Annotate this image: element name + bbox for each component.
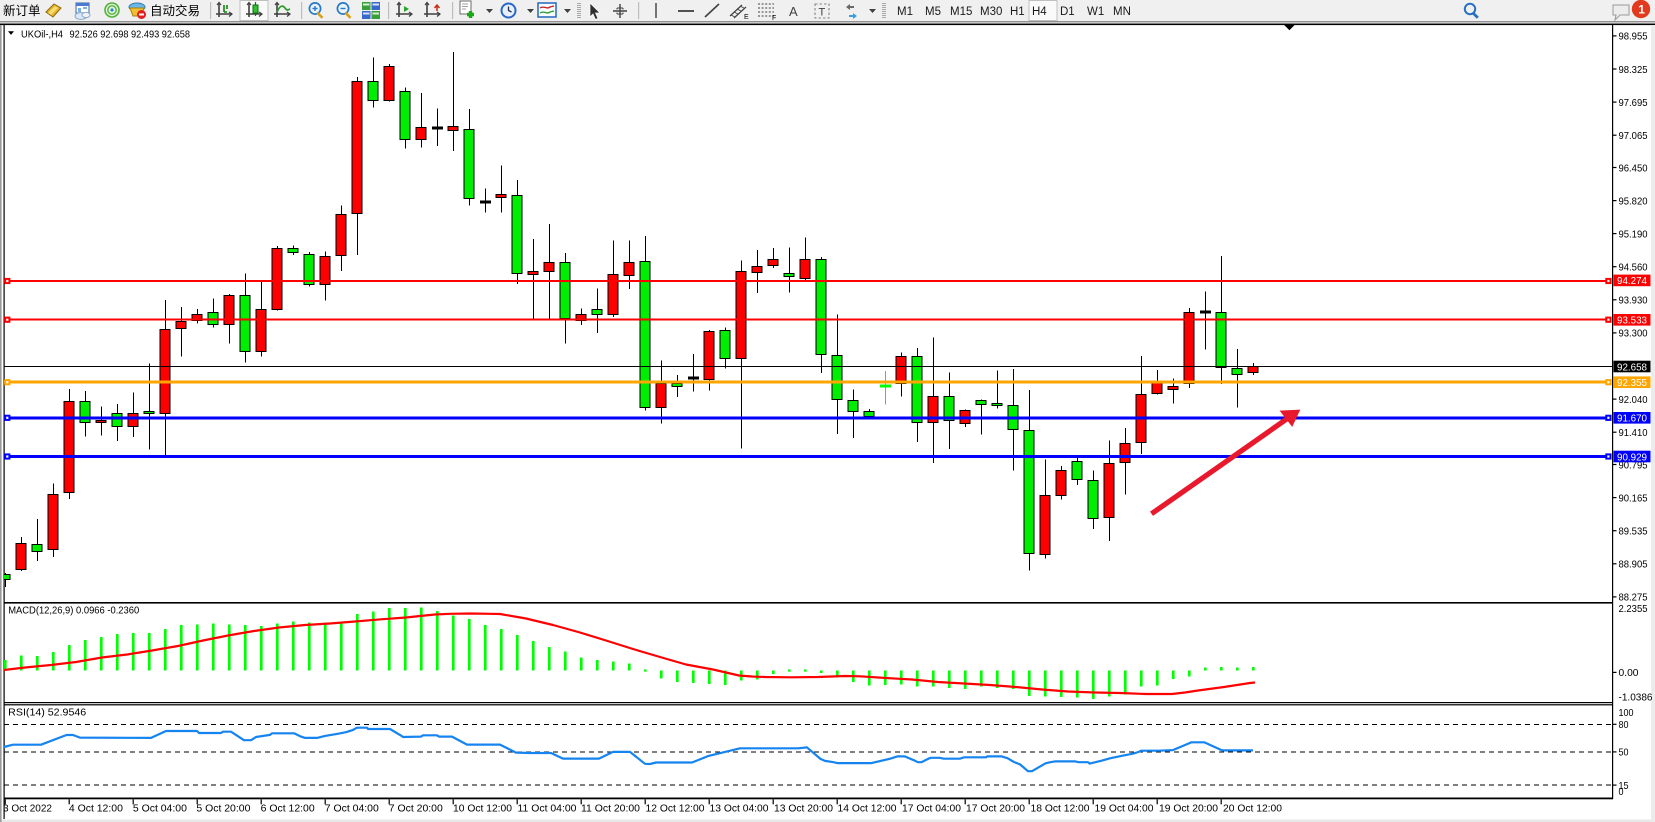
svg-text:-1.0386: -1.0386 xyxy=(1619,693,1653,704)
svg-text:MACD(12,26,9) 0.0966 -0.2360: MACD(12,26,9) 0.0966 -0.2360 xyxy=(8,606,139,617)
svg-text:80: 80 xyxy=(1619,720,1629,731)
svg-text:92.355: 92.355 xyxy=(1617,378,1647,389)
svg-text:自动交易: 自动交易 xyxy=(150,3,200,18)
svg-text:M1: M1 xyxy=(897,6,913,18)
svg-text:D1: D1 xyxy=(1060,6,1075,18)
svg-text:93.300: 93.300 xyxy=(1619,329,1648,340)
svg-text:A: A xyxy=(789,4,798,19)
svg-text:92.526 92.698 92.493 92.658: 92.526 92.698 92.493 92.658 xyxy=(70,30,191,41)
svg-text:96.450: 96.450 xyxy=(1619,163,1648,174)
svg-text:19 Oct 04:00: 19 Oct 04:00 xyxy=(1095,804,1154,815)
svg-text:7 Oct 20:00: 7 Oct 20:00 xyxy=(389,804,443,815)
svg-text:20 Oct 12:00: 20 Oct 12:00 xyxy=(1223,804,1282,815)
svg-text:94.274: 94.274 xyxy=(1617,276,1647,287)
svg-text:5 Oct 04:00: 5 Oct 04:00 xyxy=(133,804,187,815)
svg-text:10 Oct 12:00: 10 Oct 12:00 xyxy=(453,804,512,815)
svg-text:15: 15 xyxy=(1619,781,1629,792)
svg-text:W1: W1 xyxy=(1087,6,1104,18)
svg-text:50: 50 xyxy=(1619,748,1629,759)
svg-text:M30: M30 xyxy=(980,6,1002,18)
svg-text:14 Oct 12:00: 14 Oct 12:00 xyxy=(838,804,897,815)
svg-text:新订单: 新订单 xyxy=(3,3,41,18)
svg-text:MN: MN xyxy=(1113,6,1131,18)
svg-text:T: T xyxy=(819,7,826,19)
svg-text:3 Oct 2022: 3 Oct 2022 xyxy=(3,804,52,815)
svg-text:11 Oct 20:00: 11 Oct 20:00 xyxy=(581,804,640,815)
svg-text:98.955: 98.955 xyxy=(1619,32,1648,43)
svg-text:92.658: 92.658 xyxy=(1617,362,1647,373)
svg-text:92.040: 92.040 xyxy=(1619,395,1648,406)
svg-text:RSI(14) 52.9546: RSI(14) 52.9546 xyxy=(8,708,86,719)
svg-text:F: F xyxy=(772,15,776,22)
svg-text:2.2355: 2.2355 xyxy=(1619,604,1648,615)
svg-text:91.410: 91.410 xyxy=(1619,428,1648,439)
svg-text:18 Oct 12:00: 18 Oct 12:00 xyxy=(1031,804,1090,815)
svg-text:19 Oct 20:00: 19 Oct 20:00 xyxy=(1159,804,1218,815)
svg-text:97.065: 97.065 xyxy=(1619,131,1648,142)
svg-text:91.670: 91.670 xyxy=(1617,414,1647,425)
svg-text:0: 0 xyxy=(1619,787,1624,798)
svg-text:6 Oct 12:00: 6 Oct 12:00 xyxy=(261,804,315,815)
svg-text:11 Oct 04:00: 11 Oct 04:00 xyxy=(518,804,577,815)
svg-text:5 Oct 20:00: 5 Oct 20:00 xyxy=(196,804,250,815)
svg-text:88.905: 88.905 xyxy=(1619,560,1648,571)
svg-text:98.325: 98.325 xyxy=(1619,65,1648,76)
svg-text:0.00: 0.00 xyxy=(1619,668,1639,679)
svg-text:93.930: 93.930 xyxy=(1619,296,1648,307)
svg-text:90.165: 90.165 xyxy=(1619,493,1648,504)
svg-text:100: 100 xyxy=(1619,708,1634,719)
svg-text:H4: H4 xyxy=(1032,6,1047,18)
svg-text:90.929: 90.929 xyxy=(1617,452,1647,463)
svg-text:88.275: 88.275 xyxy=(1619,593,1648,604)
svg-text:1: 1 xyxy=(1638,3,1645,17)
svg-text:95.190: 95.190 xyxy=(1619,229,1648,240)
svg-text:89.535: 89.535 xyxy=(1619,527,1648,538)
svg-text:12 Oct 12:00: 12 Oct 12:00 xyxy=(646,804,705,815)
svg-text:93.533: 93.533 xyxy=(1617,316,1647,327)
svg-text:17 Oct 20:00: 17 Oct 20:00 xyxy=(966,804,1025,815)
svg-text:13 Oct 04:00: 13 Oct 04:00 xyxy=(710,804,769,815)
svg-text:4 Oct 12:00: 4 Oct 12:00 xyxy=(69,804,123,815)
svg-text:H1: H1 xyxy=(1010,6,1025,18)
svg-text:90.795: 90.795 xyxy=(1619,460,1648,471)
svg-text:97.695: 97.695 xyxy=(1619,98,1648,109)
svg-text:E: E xyxy=(744,14,749,21)
svg-text:M5: M5 xyxy=(925,6,941,18)
svg-text:94.560: 94.560 xyxy=(1619,263,1648,274)
svg-text:UKOil-,H4: UKOil-,H4 xyxy=(21,30,63,41)
svg-text:7 Oct 04:00: 7 Oct 04:00 xyxy=(325,804,379,815)
svg-text:13 Oct 20:00: 13 Oct 20:00 xyxy=(774,804,833,815)
svg-text:95.820: 95.820 xyxy=(1619,196,1648,207)
svg-text:M15: M15 xyxy=(950,6,972,18)
svg-text:17 Oct 04:00: 17 Oct 04:00 xyxy=(902,804,961,815)
